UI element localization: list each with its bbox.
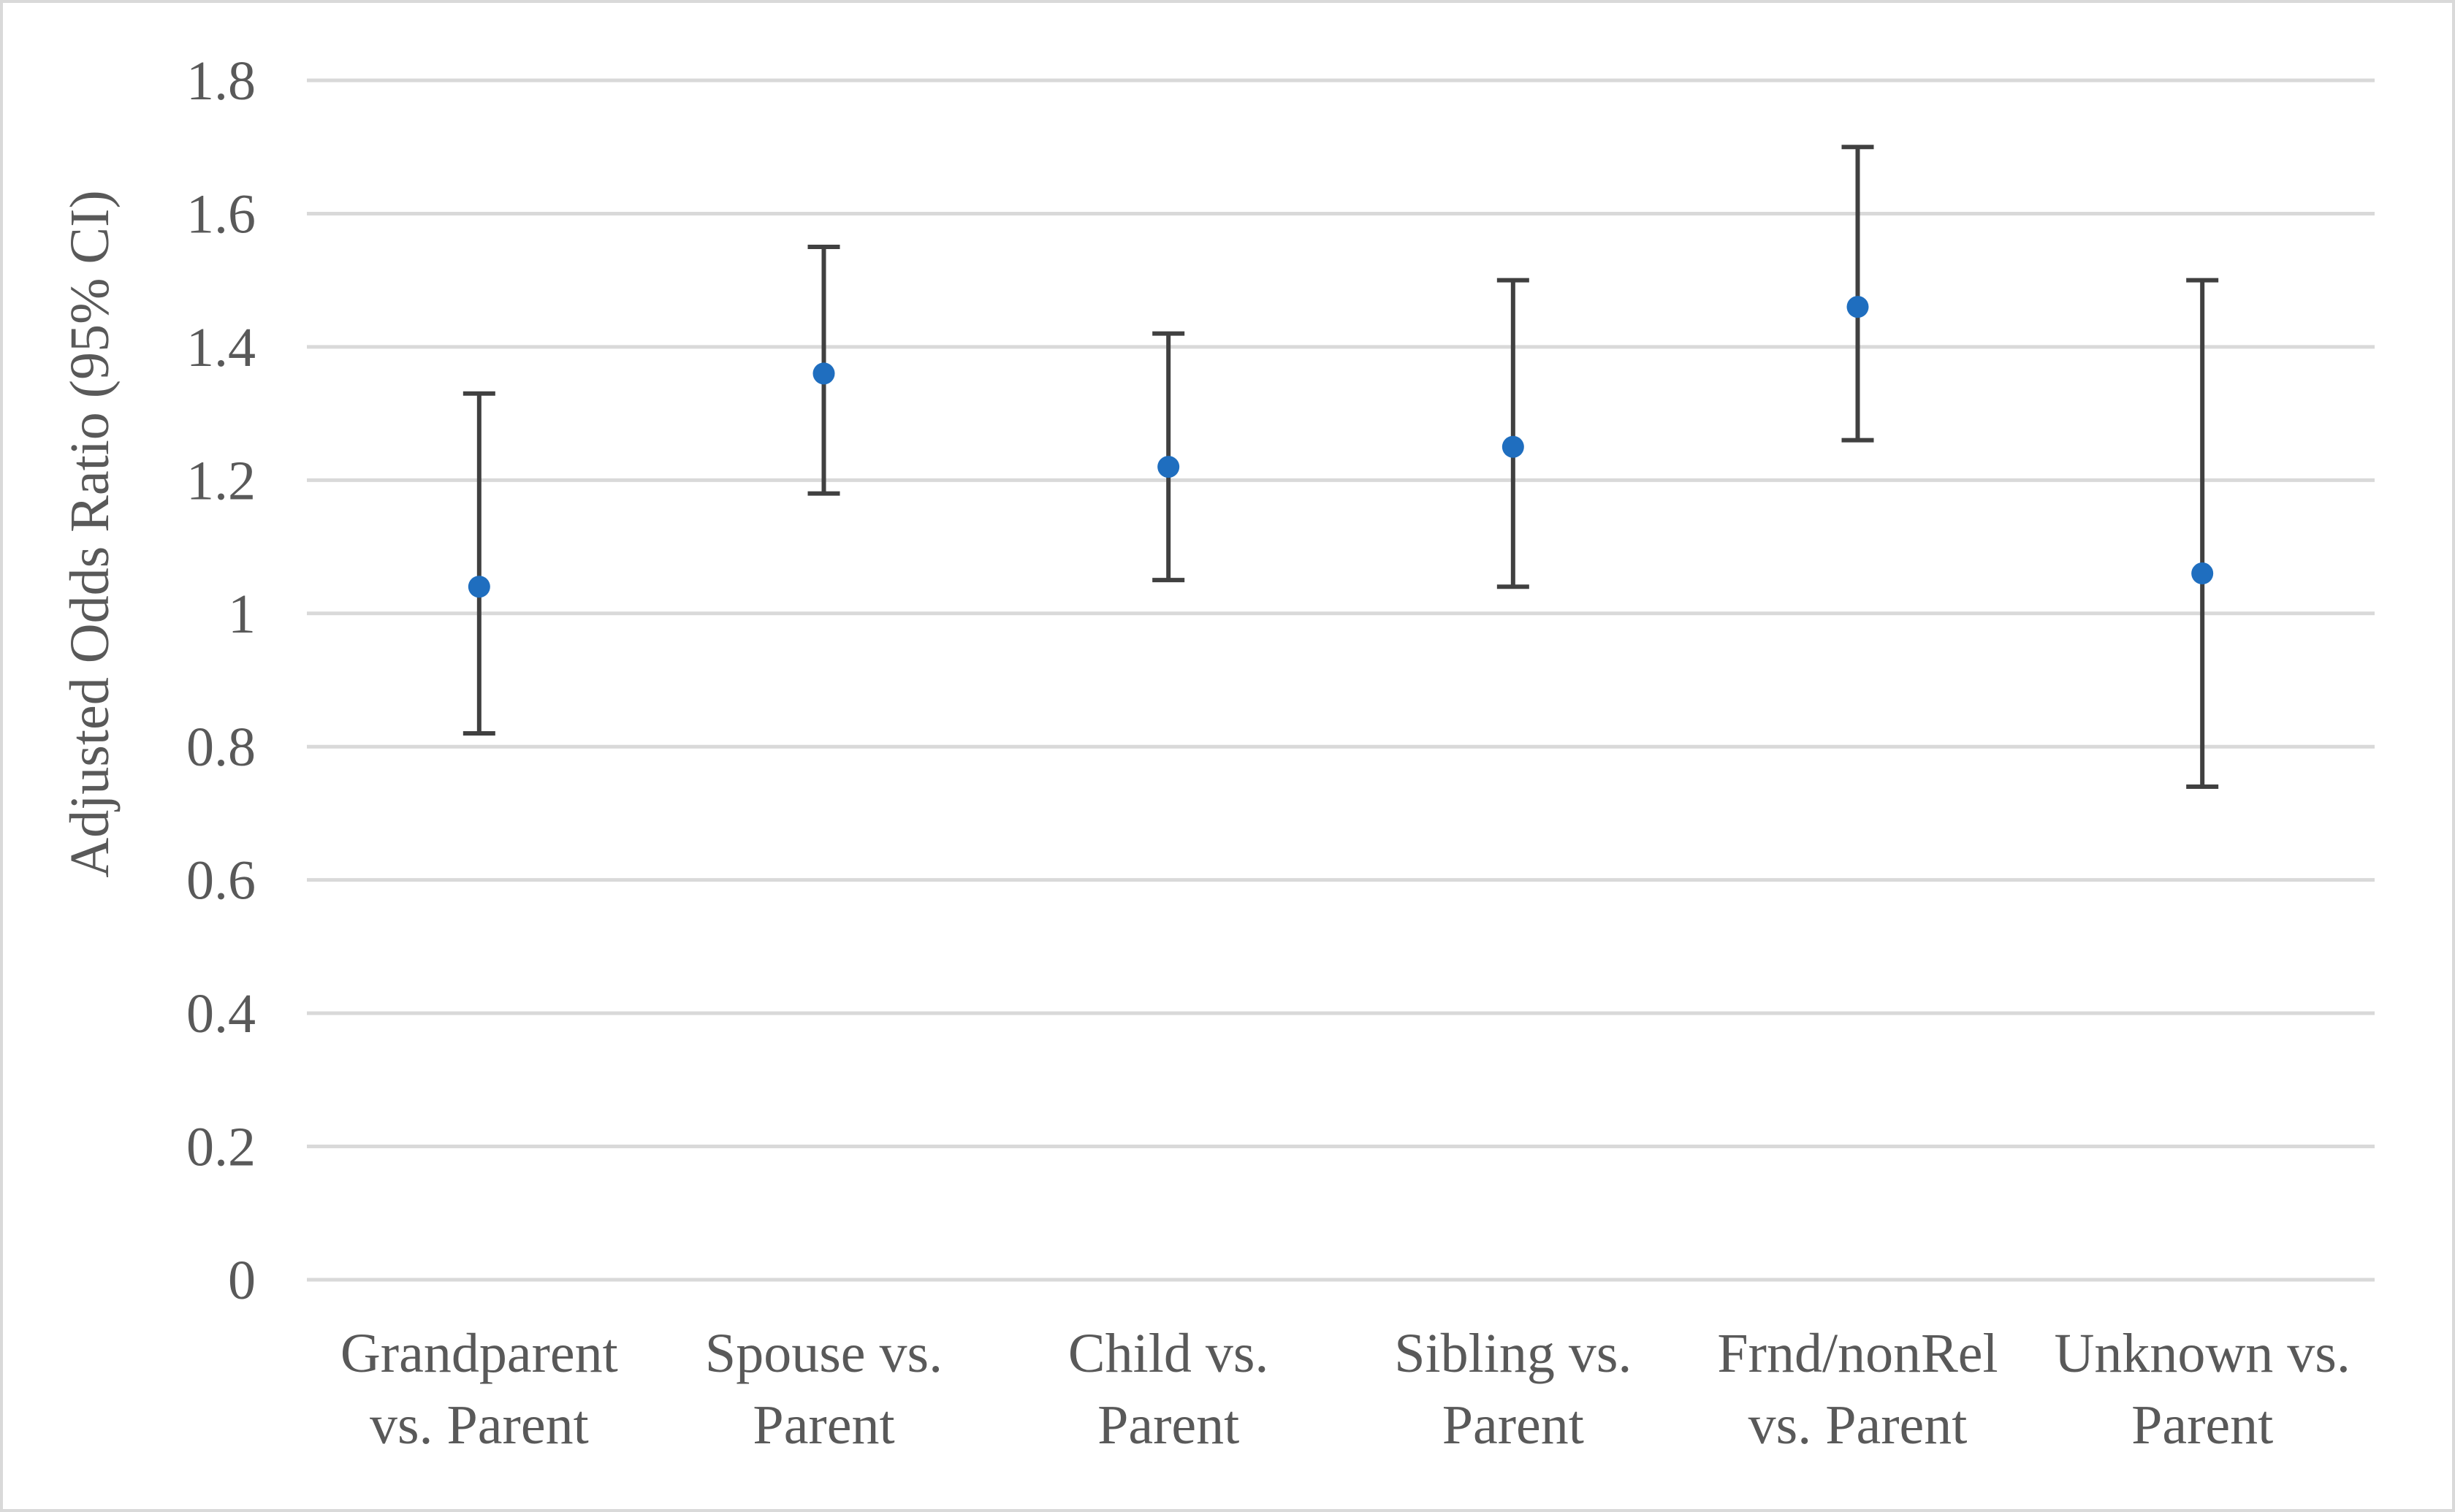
x-category-label: Spouse vs. Parent [705, 1323, 943, 1456]
x-category-label: Unknown vs. Parent [2054, 1323, 2350, 1456]
x-category-label-line: Parent [2131, 1394, 2273, 1456]
error-bar [1496, 278, 1529, 589]
x-category-label: Sibling vs. Parent [1394, 1323, 1632, 1456]
data-point [1157, 456, 1180, 478]
x-category-label-line: Spouse vs. [705, 1323, 943, 1384]
data-point [468, 576, 490, 598]
x-category-label-line: Parent [1442, 1394, 1584, 1456]
data-point [2191, 562, 2214, 585]
error-bars [463, 145, 2219, 789]
x-category-label-line: Parent [1097, 1394, 1239, 1456]
x-category-label-line: Parent [753, 1394, 894, 1456]
error-bar [2186, 278, 2219, 789]
x-category-label-line: Sibling vs. [1394, 1323, 1632, 1384]
y-tick-label: 0.6 [186, 850, 256, 912]
x-category-label-line: vs. Parent [370, 1394, 589, 1456]
y-tick-label: 1.2 [186, 450, 256, 511]
x-category-label-line: Unknown vs. [2054, 1323, 2350, 1384]
error-bar [463, 391, 495, 736]
y-tick-label: 0 [228, 1250, 256, 1311]
y-tick-label: 0.8 [186, 717, 256, 778]
data-points [468, 296, 2214, 598]
x-category-label-line: vs. Parent [1748, 1394, 1968, 1456]
error-bar [1841, 145, 1874, 443]
data-point [1501, 435, 1524, 458]
y-tick-label: 1.4 [186, 317, 256, 378]
data-point [812, 362, 835, 385]
x-category-label-line: Frnd/nonRel [1717, 1323, 1998, 1384]
x-category-label: Grandparent vs. Parent [340, 1323, 618, 1456]
data-point [1846, 296, 1869, 318]
y-tick-label: 0.2 [186, 1117, 256, 1178]
y-tick-label: 1 [228, 584, 256, 645]
x-category-label: Child vs. Parent [1068, 1323, 1269, 1456]
y-axis-tick-labels: 0 0.2 0.4 0.6 0.8 1 1.2 1.4 1.6 1.8 [186, 50, 256, 1311]
y-tick-label: 1.8 [186, 50, 256, 112]
y-tick-label: 1.6 [186, 183, 256, 245]
x-category-label-line: Child vs. [1068, 1323, 1269, 1384]
x-category-label-line: Grandparent [340, 1323, 618, 1384]
gridlines [307, 78, 2375, 1282]
y-axis-title: Adjusted Odds Ratio (95% CI) [59, 190, 121, 877]
x-category-label: Frnd/nonRel vs. Parent [1717, 1323, 1998, 1456]
y-tick-label: 0.4 [186, 983, 256, 1045]
